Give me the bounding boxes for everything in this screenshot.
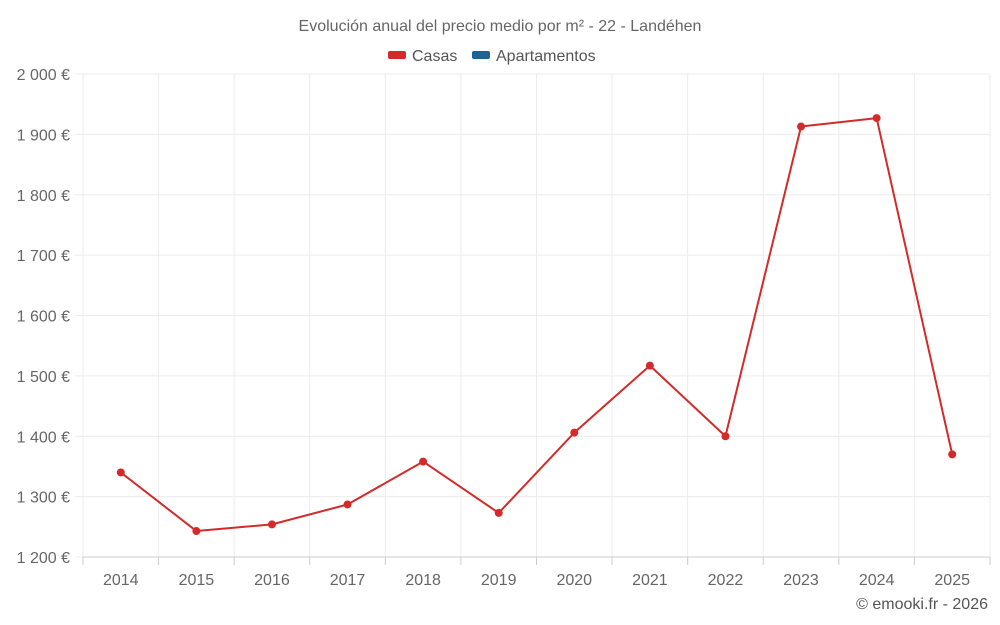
y-axis-ticks: 1 200 € 1 300 € 1 400 € 1 500 € 1 600 € 1 700…: [17, 67, 70, 567]
data-point-casas[interactable]: [645, 361, 654, 370]
data-point-casas[interactable]: [192, 527, 201, 536]
x-tick-label: 2015: [179, 572, 215, 589]
data-point-casas[interactable]: [797, 122, 806, 131]
y-tick-label: 2 000 €: [17, 67, 70, 84]
x-tick-label: 2019: [481, 572, 517, 589]
grid-layer: [75, 73, 991, 565]
y-tick-label: 1 600 €: [17, 309, 70, 326]
y-tick-label: 1 400 €: [17, 429, 70, 446]
x-tick-label: 2016: [254, 572, 290, 589]
x-tick-label: 2024: [859, 572, 895, 589]
y-tick-label: 1 500 €: [17, 369, 70, 386]
data-point-casas[interactable]: [570, 428, 579, 437]
data-point-casas[interactable]: [267, 520, 276, 529]
y-tick-label: 1 800 €: [17, 188, 70, 205]
y-tick-label: 1 900 €: [17, 127, 70, 144]
x-tick-label: 2023: [783, 572, 819, 589]
chart-title: Evolución anual del precio medio por m² …: [299, 18, 702, 35]
y-tick-label: 1 300 €: [17, 490, 70, 507]
data-point-casas[interactable]: [948, 450, 957, 459]
data-point-casas[interactable]: [721, 432, 730, 441]
x-tick-label: 2017: [330, 572, 366, 589]
data-point-casas[interactable]: [116, 468, 125, 477]
x-tick-label: 2014: [103, 572, 139, 589]
x-axis-ticks: 2014 2015 2016 2017 2018 2019 2020 2021 2022 2023…: [103, 572, 970, 589]
legend-swatch-casas: [388, 51, 406, 59]
data-point-casas[interactable]: [494, 508, 503, 517]
y-tick-label: 1 200 €: [17, 550, 70, 567]
legend[interactable]: Casas Apartamentos: [388, 48, 596, 65]
y-tick-label: 1 700 €: [17, 248, 70, 265]
legend-label-apartamentos: Apartamentos: [496, 48, 596, 65]
legend-swatch-apartamentos: [472, 51, 490, 59]
x-tick-label: 2021: [632, 572, 668, 589]
legend-label-casas: Casas: [412, 48, 457, 65]
x-tick-label: 2022: [708, 572, 744, 589]
data-point-casas[interactable]: [419, 457, 428, 466]
legend-item-casas[interactable]: Casas: [388, 48, 457, 65]
series-line-casas: [120, 117, 954, 533]
x-tick-label: 2025: [934, 572, 970, 589]
x-tick-label: 2020: [556, 572, 592, 589]
data-point-casas[interactable]: [872, 114, 881, 123]
credit-text: © emooki.fr - 2026: [856, 596, 988, 613]
legend-item-apartamentos[interactable]: Apartamentos: [472, 48, 596, 65]
data-point-casas[interactable]: [343, 500, 352, 509]
series-layer: [116, 114, 957, 536]
x-tick-label: 2018: [405, 572, 441, 589]
